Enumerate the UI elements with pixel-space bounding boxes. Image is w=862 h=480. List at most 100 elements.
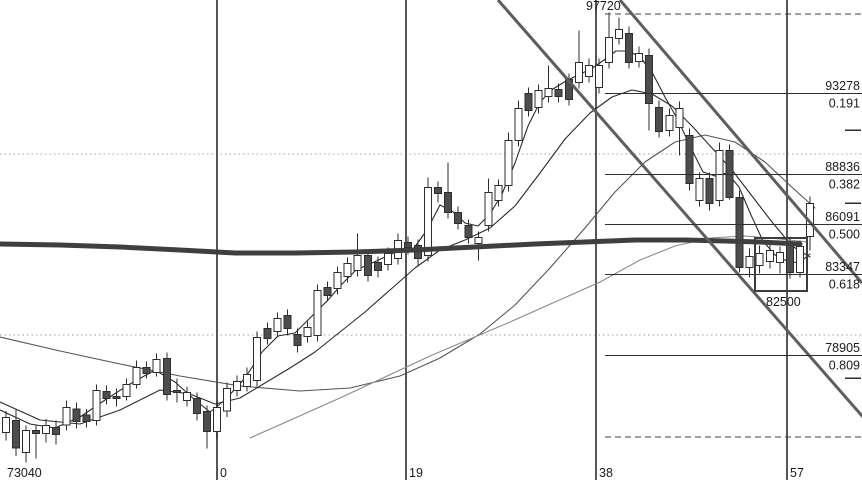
candle [213,400,221,439]
candle [92,384,101,426]
candle-body-bull [484,192,493,227]
fib-ratio-label: 0.618 [829,277,860,291]
fib-price-label: 78905 [825,341,860,355]
candle-body-bear [554,88,563,98]
candle-body-bear [785,244,794,274]
candle-body-bear [735,197,744,269]
candle [584,58,593,83]
candle [102,385,111,405]
candle [293,328,302,353]
candle [243,367,252,392]
candle [353,233,362,277]
candle-body-bull [544,88,553,98]
candle-body-bull [62,407,71,426]
candle [62,400,71,431]
candle-body-bull [504,139,513,186]
candle-body-bull [514,108,523,141]
candle [333,266,342,295]
candle [202,405,211,449]
candle-body-bear [283,315,292,330]
swing-high-price-label: 97720 [586,0,621,13]
candle [142,361,151,379]
candle [554,83,563,103]
labels-layer: 97720 73040 0 19 38 57 93278 0.191 88836 0.382 860… [7,0,860,480]
candle-body-bull [132,367,141,386]
candle-body-bull [253,337,262,382]
descending-trendline-inner[interactable] [618,0,862,284]
candle [192,392,201,421]
fib-ratio-label: 0.809 [829,358,860,372]
ma-slowest-rising [249,235,808,439]
candle-body-bull [223,388,232,412]
fib-ratio-label: 0.500 [829,227,860,241]
candle-body-bull [745,256,754,269]
candle [775,246,784,274]
fib-price-label: 86091 [825,210,860,224]
candle [655,100,664,138]
fib-price-label: 83347 [825,260,860,274]
descending-trendline-outer[interactable] [496,0,862,418]
candles-layer [1,12,814,463]
candle [454,206,463,230]
candle [152,353,161,377]
fibonacci-retracement[interactable] [605,13,862,438]
candle [494,179,503,207]
candle [42,418,51,443]
candle [434,181,443,203]
candle-body-bear [323,287,332,297]
candle-body-bull [755,253,764,267]
fib-price-label: 88836 [825,160,860,174]
candle-body-bear [464,225,473,239]
candle-body-bear [645,55,654,104]
candle-body-bull [233,381,242,392]
candle-body-bull [353,255,362,272]
candle [484,178,493,232]
candle-body-bear [625,33,634,63]
candle-body-bull [152,359,161,374]
fib-ratio-label: 0.191 [829,97,860,111]
candle-body-bull [424,187,433,257]
candle-body-bull [474,237,483,245]
candle-body-bull [243,374,252,388]
candle-body-bull [795,246,804,274]
x-axis-label: 73040 [7,466,42,480]
candle-body-bull [715,150,724,202]
candle [675,101,684,156]
x-axis-label: 38 [599,466,613,480]
candle [615,17,623,45]
candle-body-bull [42,425,51,435]
ma-long-flat [0,237,803,256]
candle-body-bear [454,211,463,225]
candle-body-bear [363,255,372,277]
candle-body-bull [182,392,191,402]
candle-body-bear [655,106,664,133]
candle [223,382,232,417]
candle-body-bull [675,108,684,129]
candle-body-bear [82,414,91,423]
candle [514,100,523,147]
candle [685,128,694,191]
candle-body-bull [695,178,704,202]
candle-body-bull [383,253,392,266]
candle-body-bull [775,252,784,264]
candle-body-bull [122,384,131,398]
candle [795,240,804,278]
candle [233,375,242,397]
box-price-label: 82500 [766,295,801,309]
candle-body-bear [434,187,443,195]
candle [22,425,31,463]
candle-body-bear [72,408,81,423]
consolidation-box[interactable] [754,237,808,292]
candle-body-bear [172,390,181,394]
candle [253,331,262,387]
candle [635,46,644,68]
candle-body-bear [192,398,201,415]
candle-body-bull [635,53,644,63]
candle [524,87,533,117]
candle-body-bear [32,430,41,435]
candle [323,281,332,302]
candle [52,420,61,445]
candle-body-bear [524,92,533,112]
candle [162,352,171,401]
